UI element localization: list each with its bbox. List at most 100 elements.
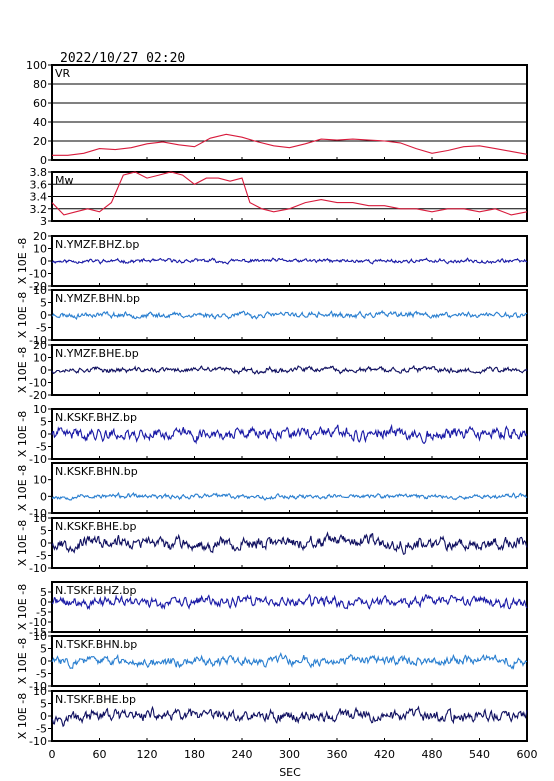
y-axis-label: X 10E -8 — [16, 520, 29, 566]
y-tick-label: 5 — [40, 297, 47, 310]
y-tick-label: 5 — [40, 586, 47, 599]
series-line — [51, 705, 528, 728]
y-tick-label: 0 — [40, 596, 47, 609]
y-axis-label: X 10E -8 — [16, 347, 29, 393]
y-tick-label: 0 — [40, 490, 47, 503]
series-line — [51, 593, 528, 611]
y-tick-label: 10 — [33, 243, 47, 256]
y-tick-label: 10 — [33, 630, 47, 643]
y-tick-label: 10 — [33, 685, 47, 698]
y-tick-label: -10 — [29, 680, 47, 693]
x-tick-label: 480 — [422, 748, 443, 761]
y-tick-label: 5 — [40, 525, 47, 538]
panel-label: VR — [55, 67, 71, 80]
series-line — [51, 491, 528, 501]
x-tick-label: 120 — [137, 748, 158, 761]
panel-label: N.YMZF.BHE.bp — [55, 347, 139, 360]
y-tick-label: 0 — [40, 154, 47, 167]
y-tick-label: 3.4 — [30, 191, 48, 204]
y-tick-label: 20 — [33, 135, 47, 148]
y-tick-label: -10 — [29, 562, 47, 575]
y-tick-label: -10 — [29, 735, 47, 748]
y-tick-label: 80 — [33, 78, 47, 91]
y-tick-label: -5 — [36, 441, 47, 454]
y-tick-label: 100 — [26, 59, 47, 72]
y-axis-label: X 10E -8 — [16, 238, 29, 284]
series-line — [51, 531, 528, 555]
y-tick-label: 3.6 — [30, 178, 48, 191]
y-tick-label: 3.8 — [30, 166, 48, 179]
y-tick-label: 60 — [33, 97, 47, 110]
y-tick-label: -10 — [29, 377, 47, 390]
panel-label: N.KSKF.BHZ.bp — [55, 411, 137, 424]
y-tick-label: -10 — [29, 268, 47, 281]
y-axis-label: X 10E -8 — [16, 411, 29, 457]
series-line — [52, 133, 528, 156]
panel-label: N.TSKF.BHE.bp — [55, 693, 136, 706]
y-tick-label: -5 — [36, 723, 47, 736]
x-tick-label: 360 — [327, 748, 348, 761]
y-tick-label: -20 — [29, 389, 47, 402]
y-tick-label: 0 — [40, 655, 47, 668]
x-tick-label: 180 — [184, 748, 205, 761]
panel-label: N.TSKF.BHZ.bp — [55, 584, 137, 597]
y-tick-label: 0 — [40, 255, 47, 268]
y-tick-label: -5 — [36, 550, 47, 563]
y-tick-label: 10 — [33, 474, 47, 487]
y-tick-label: 10 — [33, 512, 47, 525]
y-axis-label: X 10E -8 — [16, 693, 29, 739]
y-tick-label: 0 — [40, 364, 47, 377]
panel-label: N.KSKF.BHN.bp — [55, 465, 138, 478]
y-tick-label: -10 — [29, 507, 47, 520]
series-line — [51, 423, 528, 445]
y-tick-label: 20 — [33, 230, 47, 243]
panel-8: -15-10-505 N.TSKF.BHZ.bp X 10E -8 — [16, 581, 528, 639]
figure-title: 2022/10/27 02:20 — [60, 51, 185, 66]
y-tick-label: 10 — [33, 352, 47, 365]
y-tick-label: -10 — [29, 334, 47, 347]
x-tick-label: 300 — [279, 748, 300, 761]
y-tick-label: -15 — [29, 626, 47, 639]
panel-frame — [51, 462, 528, 514]
y-tick-label: 3 — [40, 215, 47, 228]
x-axis-label: SEC — [279, 766, 301, 779]
y-tick-label: 0 — [40, 710, 47, 723]
y-tick-label: -5 — [36, 322, 47, 335]
y-axis-label: X 10E -8 — [16, 465, 29, 511]
series-line — [51, 171, 528, 216]
y-tick-label: 0 — [40, 428, 47, 441]
x-tick-label: 600 — [517, 748, 538, 761]
y-axis-label: X 10E -8 — [16, 584, 29, 630]
x-tick-label: 420 — [374, 748, 395, 761]
y-tick-label: 40 — [33, 116, 47, 129]
y-tick-label: 3.2 — [30, 203, 48, 216]
panel-label: N.TSKF.BHN.bp — [55, 638, 137, 651]
y-tick-label: -10 — [29, 453, 47, 466]
panels: 020406080100VR33.23.43.63.8Mw-20-1001020… — [16, 59, 528, 748]
series-line — [51, 257, 528, 265]
y-tick-label: 5 — [40, 643, 47, 656]
panel-frame — [51, 517, 528, 569]
y-tick-label: -20 — [29, 280, 47, 293]
panel-0: 0 20 40 60 80 100 VR — [26, 59, 528, 167]
y-tick-label: -5 — [36, 606, 47, 619]
panel-6: -10 0 10 N.KSKF.BHN.bp X 10E -8 — [16, 462, 528, 520]
panel-frame — [51, 64, 528, 161]
y-tick-label: 0 — [40, 537, 47, 550]
series-line — [51, 309, 528, 321]
y-tick-label: 20 — [33, 339, 47, 352]
y-tick-label: 5 — [40, 416, 47, 429]
y-tick-label: 5 — [40, 698, 47, 711]
y-axis-label: X 10E -8 — [16, 292, 29, 338]
y-tick-label: 10 — [33, 403, 47, 416]
x-tick-label: 240 — [232, 748, 253, 761]
panel-label: N.KSKF.BHE.bp — [55, 520, 136, 533]
panel-label: Mw — [55, 174, 74, 187]
x-tick-label: 60 — [93, 748, 107, 761]
panel-label: N.YMZF.BHZ.bp — [55, 238, 139, 251]
